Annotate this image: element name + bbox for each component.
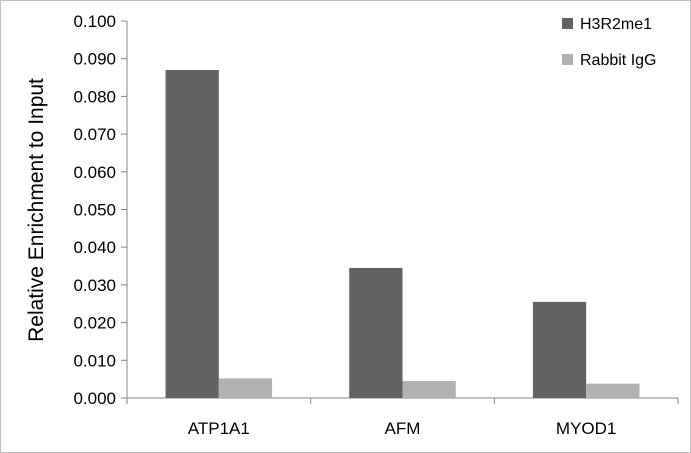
y-tick-label: 0.100 bbox=[73, 12, 116, 31]
legend-swatch bbox=[562, 54, 573, 65]
y-tick-label: 0.070 bbox=[73, 125, 116, 144]
legend-swatch bbox=[562, 18, 573, 29]
bars bbox=[165, 70, 640, 398]
x-category-label: AFM bbox=[385, 419, 421, 438]
bar-h3r2me1-atp1a1 bbox=[165, 70, 219, 398]
y-tick-label: 0.050 bbox=[73, 201, 116, 220]
y-tick-label: 0.090 bbox=[73, 50, 116, 69]
bar-rabbit-igg-myod1 bbox=[586, 383, 640, 398]
y-tick-label: 0.010 bbox=[73, 351, 116, 370]
y-axis: 0.000 0.010 0.020 0.030 0.040 0.050 0.060 0.070… bbox=[73, 12, 128, 408]
y-axis-title: Relative Enrichment to Input bbox=[25, 78, 48, 342]
x-category-label: MYOD1 bbox=[556, 419, 616, 438]
y-tick-label: 0.040 bbox=[73, 238, 116, 257]
y-tick-label: 0.060 bbox=[73, 163, 116, 182]
y-tick-label: 0.030 bbox=[73, 276, 116, 295]
legend-label: Rabbit IgG bbox=[580, 52, 656, 69]
y-tick-label: 0.000 bbox=[73, 389, 116, 408]
bar-rabbit-igg-afm bbox=[402, 381, 456, 398]
bar-rabbit-igg-atp1a1 bbox=[218, 378, 273, 398]
legend: H3R2me1 Rabbit IgG bbox=[562, 16, 656, 69]
x-category-label: ATP1A1 bbox=[188, 419, 250, 438]
x-axis: ATP1A1 AFM MYOD1 bbox=[126, 397, 679, 438]
y-tick-label: 0.020 bbox=[73, 314, 116, 333]
y-tick-label: 0.080 bbox=[73, 87, 116, 106]
bar-h3r2me1-myod1 bbox=[532, 301, 587, 398]
bar-h3r2me1-afm bbox=[349, 267, 403, 398]
legend-label: H3R2me1 bbox=[580, 16, 652, 33]
